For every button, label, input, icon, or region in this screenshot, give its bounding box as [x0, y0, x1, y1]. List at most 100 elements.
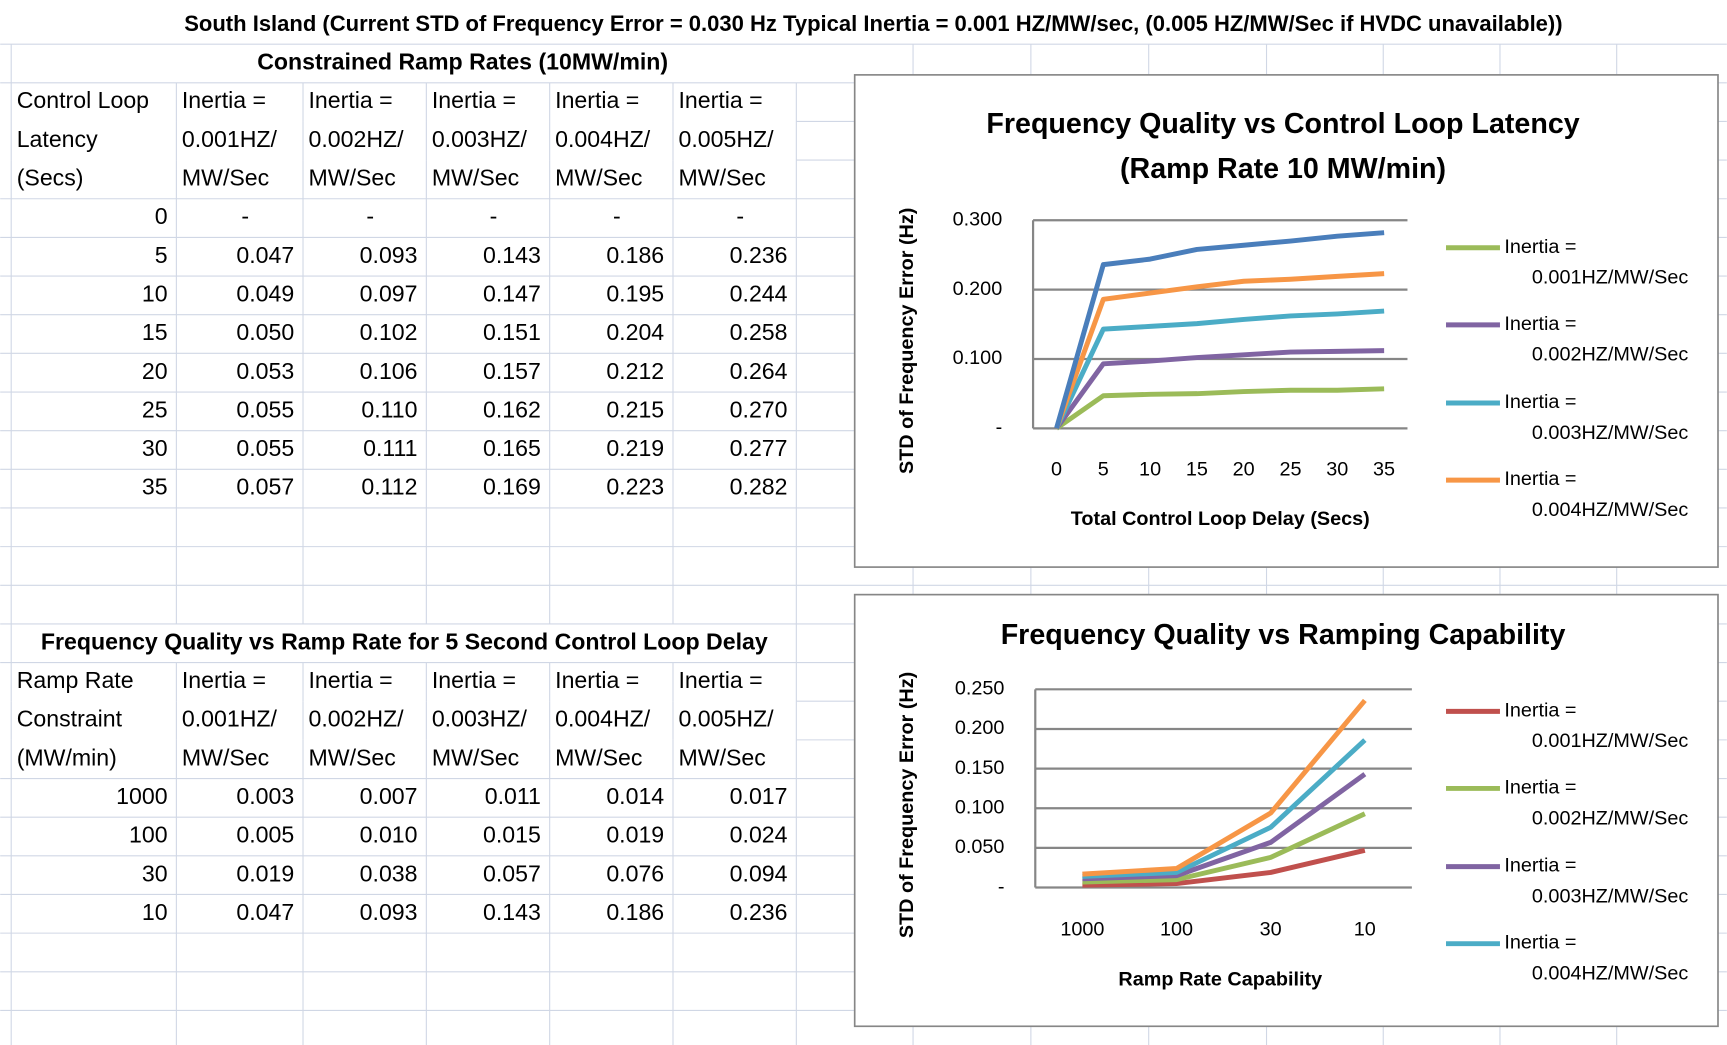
table-cell: 0.111 [363, 435, 417, 461]
table-cell: 0.186 [606, 242, 664, 268]
series-line [1082, 738, 1367, 879]
y-tick-label: 0.200 [955, 717, 1005, 739]
x-tick-label: 5 [1098, 458, 1109, 480]
table-cell: 0.057 [483, 860, 541, 886]
table-cell: 0.019 [606, 822, 664, 848]
series-line [1082, 847, 1366, 888]
y-tick-label: 0.100 [955, 796, 1005, 818]
table-cell: - [241, 203, 249, 229]
header-cell: MW/Sec [309, 744, 396, 770]
table-cell: 0.011 [485, 783, 541, 809]
table-cell: 0.157 [483, 358, 541, 384]
x-tick-label: 35 [1373, 458, 1395, 480]
header-cell: Inertia = [182, 87, 266, 113]
x-tick-label: 100 [1160, 919, 1193, 941]
table-cell: 20 [142, 358, 168, 384]
table-cell: - [613, 203, 621, 229]
header-cell: 0.002HZ/ [309, 126, 405, 152]
x-tick-label: 30 [1260, 919, 1282, 941]
table-cell: 0.003 [236, 783, 294, 809]
series-line [1054, 230, 1385, 430]
chart: Frequency Quality vs Control Loop Latenc… [853, 74, 1719, 568]
series-line [1054, 308, 1385, 430]
table-cell: 0.219 [606, 435, 664, 461]
table-cell: - [490, 203, 498, 229]
chart-title: Frequency Quality vs Ramping Capability [1001, 619, 1566, 651]
table-cell: 0.282 [730, 474, 788, 500]
header-cell: MW/Sec [555, 165, 642, 191]
table-cell: 0.094 [730, 860, 788, 886]
table-cell: 0.055 [236, 396, 294, 422]
table-cell: 0.076 [606, 860, 664, 886]
table-cell: 0.047 [236, 899, 294, 925]
table-cell: 0.057 [236, 474, 294, 500]
table-cell: 0.047 [236, 242, 294, 268]
header-cell: Control Loop [17, 87, 149, 113]
header-cell: Inertia = [309, 667, 393, 693]
header-cell: MW/Sec [555, 744, 642, 770]
series-line [1082, 698, 1367, 877]
table-cell: 0.169 [483, 474, 541, 500]
table-cell: 0.270 [730, 396, 788, 422]
table-cell: 0.110 [361, 396, 417, 422]
table-title: Frequency Quality vs Ramp Rate for 5 Sec… [41, 628, 768, 654]
header-cell: Latency [17, 126, 98, 152]
table-cell: 0.236 [730, 242, 788, 268]
table-cell: 0.024 [730, 822, 788, 848]
legend-label: Inertia = 0.002HZ/MW/Sec [1504, 777, 1688, 830]
chart-title: (Ramp Rate 10 MW/min) [1120, 153, 1446, 185]
table-cell: 0.050 [236, 319, 294, 345]
table-cell: 0.017 [730, 783, 788, 809]
header-cell: 0.002HZ/ [309, 706, 405, 732]
x-tick-label: 25 [1279, 458, 1301, 480]
y-axis-label: STD of Frequency Error (Hz) [896, 672, 918, 938]
table-cell: 0.049 [236, 280, 294, 306]
table-cell: 0.165 [483, 435, 541, 461]
table-cell: 0.093 [360, 242, 418, 268]
series-line [1055, 386, 1385, 431]
series-line [1082, 772, 1367, 882]
header-cell: 0.004HZ/ [555, 706, 651, 732]
legend-label: Inertia = 0.001HZ/MW/Sec [1504, 700, 1688, 753]
table-cell: 10 [142, 280, 168, 306]
table-cell: 0.244 [730, 280, 788, 306]
table-cell: - [736, 203, 744, 229]
table-cell: 0.143 [483, 899, 541, 925]
header-cell: MW/Sec [309, 165, 396, 191]
series-line [1054, 348, 1385, 430]
header-cell: 0.001HZ/ [182, 706, 278, 732]
y-tick-label: 0.200 [953, 278, 1003, 300]
header-cell: MW/Sec [182, 744, 269, 770]
header-cell: MW/Sec [182, 165, 269, 191]
header-cell: Inertia = [182, 667, 266, 693]
table-cell: 0.005 [236, 822, 294, 848]
table-cell: 1000 [116, 783, 167, 809]
legend-label: Inertia = 0.003HZ/MW/Sec [1504, 855, 1688, 908]
header-cell: Inertia = [555, 667, 639, 693]
sheet-title: South Island (Current STD of Frequency E… [184, 11, 1562, 36]
series-line [1082, 811, 1366, 885]
header-cell: Inertia = [555, 87, 639, 113]
table-cell: 25 [142, 396, 168, 422]
header-cell: Ramp Rate [17, 667, 134, 693]
table-cell: 0.097 [360, 280, 418, 306]
table-cell: 0.204 [606, 319, 664, 345]
table-cell: 0.212 [606, 358, 664, 384]
y-tick-label: - [996, 417, 1003, 439]
chart-title: Frequency Quality vs Control Loop Latenc… [986, 108, 1579, 140]
table-cell: 0.215 [606, 396, 664, 422]
header-cell: MW/Sec [432, 165, 519, 191]
table-cell: 0.015 [483, 822, 541, 848]
y-tick-label: 0.150 [955, 757, 1005, 779]
table-cell: 0.102 [360, 319, 418, 345]
y-tick-label: 0.300 [953, 208, 1003, 230]
table-cell: 10 [142, 899, 168, 925]
table-cell: 0.014 [606, 783, 664, 809]
legend-label: Inertia = 0.004HZ/MW/Sec [1504, 932, 1688, 985]
table-cell: 35 [142, 474, 168, 500]
legend-label: Inertia = 0.002HZ/MW/Sec [1504, 313, 1688, 366]
table-cell: 0.143 [483, 242, 541, 268]
legend-label: Inertia = 0.003HZ/MW/Sec [1504, 391, 1688, 444]
series-line [1054, 271, 1385, 430]
